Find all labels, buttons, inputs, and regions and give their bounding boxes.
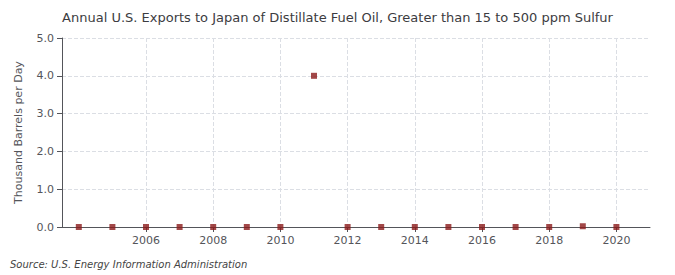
svg-text:Annual U.S. Exports to Japan o: Annual U.S. Exports to Japan of Distilla… (62, 10, 614, 25)
svg-text:4.0: 4.0 (37, 69, 55, 82)
svg-text:2012: 2012 (334, 234, 362, 247)
svg-text:2008: 2008 (199, 234, 227, 247)
svg-text:1.0: 1.0 (37, 183, 55, 196)
svg-text:Source: U.S. Energy Informatio: Source: U.S. Energy Information Administ… (10, 259, 247, 270)
svg-text:5.0: 5.0 (37, 32, 55, 45)
svg-text:2016: 2016 (468, 234, 496, 247)
svg-text:2018: 2018 (535, 234, 563, 247)
svg-text:2020: 2020 (602, 234, 630, 247)
svg-text:2.0: 2.0 (37, 145, 55, 158)
svg-text:2014: 2014 (401, 234, 429, 247)
svg-text:2006: 2006 (132, 234, 160, 247)
svg-text:2010: 2010 (266, 234, 294, 247)
svg-text:3.0: 3.0 (37, 107, 55, 120)
svg-text:0.0: 0.0 (37, 221, 55, 234)
svg-text:Thousand Barrels per Day: Thousand Barrels per Day (12, 61, 25, 205)
